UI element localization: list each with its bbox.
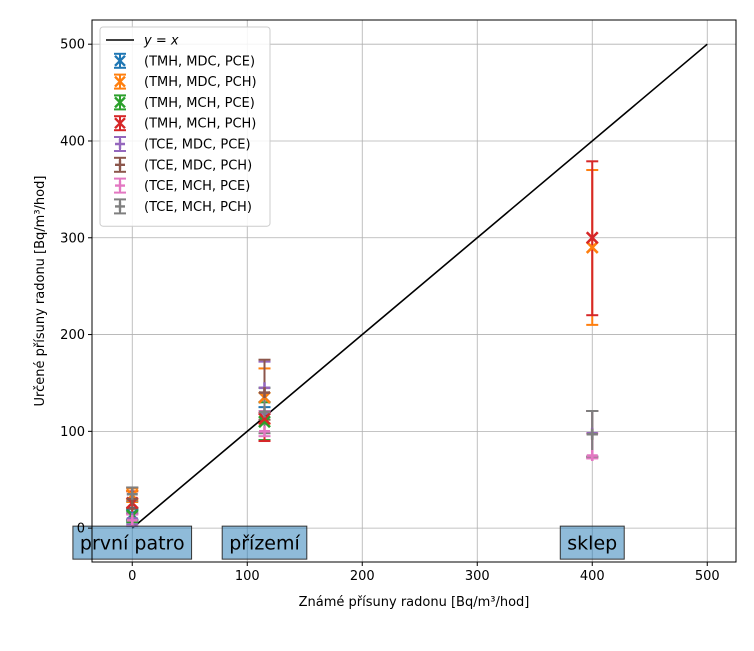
data-point-x (258, 412, 271, 426)
annotation-label: sklep (567, 533, 617, 555)
x-tick-label: 300 (465, 569, 490, 584)
legend-label: y = x (143, 34, 179, 49)
data-point-x (258, 415, 271, 429)
annotation-background (559, 525, 625, 560)
data-point-x (585, 231, 599, 245)
data-point-plus (126, 514, 138, 526)
annotation-box: první patro (72, 525, 193, 560)
legend-marker-x (114, 54, 126, 67)
x-axis-label: Známé přísuny radonu [Bq/m³/hod] (299, 595, 530, 610)
x-tick-label: 100 (235, 569, 260, 584)
annotation-box: sklep (559, 525, 625, 560)
data-point-plus (259, 425, 270, 437)
legend-marker-plus (115, 159, 125, 170)
y-tick-label: 100 (60, 425, 85, 440)
legend-marker-x (114, 96, 126, 109)
legend-label: (TCE, MCH, PCH) (144, 200, 252, 215)
annotation-label: první patro (80, 533, 185, 555)
plot-frame (91, 19, 737, 563)
y-tick-label: 300 (60, 231, 85, 246)
data-point-plus (259, 406, 270, 418)
x-tick-label: 0 (128, 569, 136, 584)
annotation-background (72, 525, 193, 560)
legend-marker-plus (115, 139, 125, 149)
legend-frame (99, 26, 271, 227)
legend-label: (TCE, MDC, PCE) (144, 138, 251, 153)
x-tick-label: 400 (580, 569, 605, 584)
legend-label: (TMH, MCH, PCE) (144, 96, 255, 111)
legend-marker-plus (115, 201, 125, 212)
legend-marker-x (114, 117, 126, 130)
markers (125, 231, 599, 526)
y-tick-label: 0 (77, 522, 85, 537)
data-point-x (585, 241, 599, 254)
legend-label: (TCE, MDC, PCH) (144, 158, 252, 173)
x-axis-ticks: 0 100 200 300 400 500 (128, 562, 720, 584)
annotations: první patro přízemí sklep (72, 525, 625, 560)
y-equals-x-line (131, 43, 708, 529)
y-axis-label: Určené přísuny radonu [Bq/m³/hod] (33, 176, 48, 407)
data-point-plus (586, 450, 598, 462)
reference-line (131, 43, 708, 529)
legend-marker-plus (115, 180, 125, 191)
annotation-background (221, 525, 308, 560)
data-point-plus (586, 428, 598, 440)
legend-marker-x (114, 75, 126, 88)
data-point-plus (259, 387, 270, 399)
y-tick-label: 400 (60, 134, 85, 149)
y-tick-label: 200 (60, 328, 85, 343)
legend-label: (TMH, MDC, PCE) (144, 54, 255, 69)
y-tick-label: 500 (60, 38, 85, 53)
y-axis-ticks: 0 100 200 300 400 500 (60, 38, 92, 537)
legend-label: (TMH, MDC, PCH) (144, 75, 257, 90)
annotation-label: přízemí (229, 533, 300, 555)
legend-label: (TMH, MCH, PCH) (144, 117, 256, 132)
legend-label: (TCE, MCH, PCE) (144, 179, 250, 194)
legend: y = x (TMH, MDC, PCE) (TMH, MDC, PCH) (TMH,… (99, 26, 271, 227)
annotation-box: přízemí (221, 525, 308, 560)
x-tick-label: 200 (350, 569, 375, 584)
x-tick-label: 500 (695, 569, 720, 584)
data-point-plus (126, 488, 138, 500)
